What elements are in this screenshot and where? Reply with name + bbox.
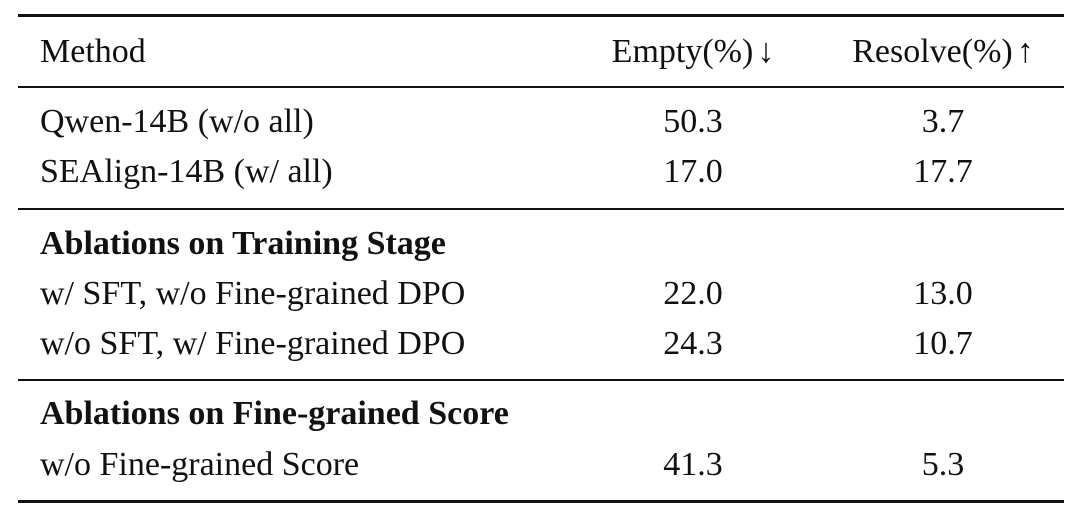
header-empty: Empty(%) ↓ (608, 28, 778, 76)
row-empty: 17.0 (663, 153, 723, 190)
section-rule (18, 379, 1064, 381)
table-row: SEAlign-14B (w/ all) 17.0 17.7 (18, 148, 1064, 196)
table-row: w/ SFT, w/o Fine-grained DPO 22.0 13.0 (18, 270, 1064, 318)
row-empty: 41.3 (663, 446, 723, 483)
row-empty: 24.3 (663, 325, 723, 362)
row-method: w/ SFT, w/o Fine-grained DPO (40, 275, 466, 312)
section-title: Ablations on Training Stage (40, 225, 446, 262)
table-row: w/o Fine-grained Score 41.3 5.3 (18, 441, 1064, 489)
row-resolve: 5.3 (921, 446, 965, 483)
header-rule (18, 86, 1064, 88)
section-title-row: Ablations on Fine-grained Score (18, 390, 1064, 438)
header-resolve-label: Resolve(%) (852, 33, 1013, 70)
down-arrow-icon: ↓ (757, 33, 775, 70)
row-empty: 22.0 (663, 275, 723, 312)
row-resolve: 17.7 (913, 153, 973, 190)
row-resolve: 10.7 (913, 325, 973, 362)
section-title: Ablations on Fine-grained Score (40, 395, 509, 432)
row-method: w/o SFT, w/ Fine-grained DPO (40, 325, 466, 362)
up-arrow-icon: ↑ (1016, 33, 1034, 70)
row-empty: 50.3 (663, 103, 723, 140)
header-empty-label: Empty(%) (611, 33, 754, 70)
header-method: Method (40, 33, 146, 70)
header-resolve: Resolve(%) ↑ (834, 28, 1052, 76)
section-title-row: Ablations on Training Stage (18, 220, 1064, 268)
row-resolve: 3.7 (921, 103, 965, 140)
row-resolve: 13.0 (913, 275, 973, 312)
top-rule (18, 14, 1064, 17)
row-method: Qwen-14B (w/o all) (40, 103, 314, 140)
header-row: Method Empty(%) ↓ Resolve(%) ↑ (18, 28, 1064, 76)
bottom-rule (18, 500, 1064, 503)
table-row: w/o SFT, w/ Fine-grained DPO 24.3 10.7 (18, 320, 1064, 368)
table-row: Qwen-14B (w/o all) 50.3 3.7 (18, 98, 1064, 146)
section-rule (18, 208, 1064, 210)
row-method: SEAlign-14B (w/ all) (40, 153, 333, 190)
row-method: w/o Fine-grained Score (40, 446, 360, 483)
